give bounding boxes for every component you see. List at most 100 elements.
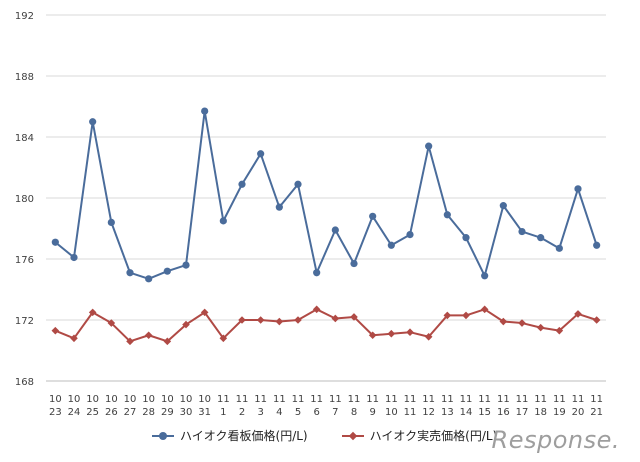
- legend: ハイオク看板価格(円/L) ハイオク実売価格(円/L): [152, 427, 497, 444]
- data-point: [592, 316, 601, 324]
- x-tick-day: 14: [460, 407, 473, 418]
- x-tick-month: 10: [180, 394, 193, 405]
- data-point: [145, 275, 153, 283]
- x-tick-month: 10: [68, 394, 81, 405]
- y-tick-label: 184: [15, 133, 34, 144]
- x-tick-month: 11: [422, 394, 435, 405]
- x-tick-day: 27: [124, 407, 137, 418]
- x-tick-day: 1: [220, 407, 226, 418]
- data-point: [462, 234, 470, 242]
- data-point: [593, 241, 601, 249]
- x-tick-day: 2: [239, 407, 245, 418]
- x-tick-day: 17: [516, 407, 529, 418]
- data-point: [331, 226, 339, 234]
- data-point: [387, 241, 395, 249]
- data-point: [257, 150, 265, 158]
- x-tick-day: 13: [441, 407, 454, 418]
- x-tick-day: 7: [332, 407, 338, 418]
- data-point: [574, 185, 582, 193]
- data-point: [126, 337, 134, 346]
- data-point: [70, 253, 78, 262]
- data-point: [518, 319, 526, 327]
- data-point: [294, 316, 302, 324]
- x-tick-month: 11: [217, 394, 230, 405]
- x-tick-day: 12: [422, 407, 435, 418]
- data-point: [144, 331, 153, 340]
- x-tick-day: 10: [385, 407, 398, 418]
- data-point: [219, 334, 228, 343]
- x-tick-day: 21: [590, 407, 603, 418]
- data-point: [499, 202, 507, 210]
- x-axis-ticks: 1023102410251026102710281029103010311111…: [49, 394, 603, 418]
- x-tick-month: 10: [105, 394, 118, 405]
- x-tick-day: 24: [68, 407, 81, 418]
- x-tick-day: 5: [295, 407, 301, 418]
- y-tick-label: 176: [15, 255, 34, 266]
- data-point: [368, 331, 377, 340]
- x-tick-month: 10: [49, 394, 62, 405]
- series-markers: [51, 107, 601, 346]
- data-point: [107, 218, 115, 226]
- y-tick-label: 172: [15, 316, 34, 327]
- data-point: [369, 212, 377, 220]
- x-tick-day: 30: [180, 407, 193, 418]
- x-tick-month: 11: [366, 394, 379, 405]
- data-point: [182, 320, 190, 329]
- y-tick-label: 192: [15, 11, 34, 22]
- data-point: [107, 319, 116, 327]
- legend-item-actual: ハイオク実売価格(円/L): [341, 427, 498, 444]
- x-tick-day: 29: [161, 407, 174, 418]
- data-point: [89, 118, 97, 126]
- data-point: [219, 217, 227, 225]
- data-point: [313, 269, 321, 277]
- data-point: [238, 180, 246, 188]
- y-tick-label: 188: [15, 72, 34, 83]
- legend-diamond-icon: [341, 431, 364, 441]
- x-tick-day: 11: [404, 407, 417, 418]
- x-tick-month: 11: [273, 394, 286, 405]
- x-tick-month: 11: [310, 394, 323, 405]
- x-tick-day: 18: [534, 407, 547, 418]
- legend-circle-icon: [152, 431, 174, 441]
- x-tick-month: 11: [590, 394, 603, 405]
- x-tick-month: 11: [553, 394, 566, 405]
- data-point: [387, 329, 396, 338]
- data-point: [275, 203, 283, 211]
- x-tick-day: 23: [49, 407, 62, 418]
- x-tick-month: 11: [385, 394, 398, 405]
- data-point: [331, 314, 340, 323]
- data-point: [424, 332, 433, 341]
- x-tick-day: 8: [351, 407, 357, 418]
- data-point: [574, 310, 582, 318]
- y-tick-label: 180: [15, 194, 34, 205]
- data-point: [238, 316, 246, 324]
- data-point: [518, 227, 526, 236]
- data-point: [88, 308, 97, 317]
- x-tick-month: 11: [441, 394, 454, 405]
- data-point: [200, 308, 209, 317]
- data-point: [201, 107, 209, 115]
- x-tick-month: 10: [161, 394, 174, 405]
- data-point: [462, 311, 470, 320]
- data-point: [406, 231, 414, 239]
- data-point: [182, 261, 190, 269]
- x-tick-month: 11: [329, 394, 342, 405]
- data-point: [294, 180, 302, 188]
- data-point: [350, 313, 358, 321]
- legend-label-actual: ハイオク実売価格(円/L): [369, 429, 498, 443]
- x-tick-month: 10: [142, 394, 155, 405]
- x-tick-month: 11: [348, 394, 361, 405]
- x-tick-month: 11: [497, 394, 510, 405]
- y-axis-ticks: 168 172 176 180 184 188 192: [15, 11, 34, 388]
- data-point: [443, 311, 452, 320]
- x-tick-day: 16: [497, 407, 510, 418]
- data-point: [256, 316, 265, 324]
- data-point: [406, 328, 414, 336]
- x-tick-month: 11: [460, 394, 473, 405]
- x-tick-day: 19: [553, 407, 566, 418]
- x-tick-month: 11: [478, 394, 491, 405]
- x-tick-month: 11: [236, 394, 249, 405]
- series-line-1: [54, 308, 597, 343]
- x-tick-day: 15: [478, 407, 491, 418]
